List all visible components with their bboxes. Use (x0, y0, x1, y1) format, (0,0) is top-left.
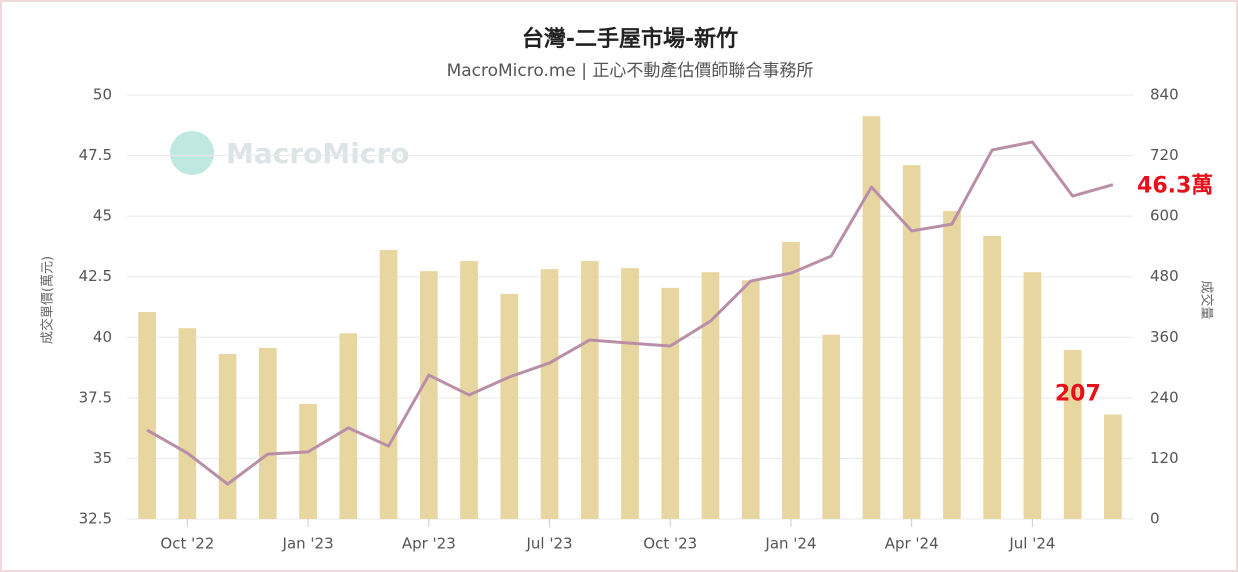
bar (782, 241, 800, 519)
bar (701, 272, 720, 519)
bar (258, 347, 277, 519)
y2-tick-label: 120 (1150, 449, 1179, 467)
x-tick-label: Jan '23 (282, 535, 334, 553)
bar (299, 403, 317, 519)
bar (218, 353, 237, 519)
x-tick-label: Oct '23 (643, 535, 697, 553)
x-tick-label: Jul '23 (525, 535, 572, 553)
x-tick-label: Apr '24 (885, 535, 939, 553)
watermark-logo (170, 131, 214, 175)
bar (1063, 349, 1082, 519)
y-axis-title: 成交單價(萬元) (40, 256, 56, 344)
y2-tick-label: 240 (1150, 388, 1179, 406)
bar (1023, 272, 1042, 519)
x-tick-label: Oct '22 (160, 535, 214, 553)
bar (339, 333, 358, 519)
data-label: 46.3萬 (1137, 174, 1213, 199)
bar (138, 312, 156, 519)
x-tick-label: Apr '23 (402, 535, 456, 553)
line (146, 140, 1114, 486)
bar (943, 211, 961, 519)
bar (540, 269, 559, 519)
y2-tick-label: 480 (1150, 267, 1179, 285)
watermark: MacroMicro (226, 137, 410, 170)
y2-tick-label: 600 (1150, 207, 1179, 225)
bar (500, 293, 519, 519)
y-tick-label: 32.5 (79, 510, 112, 528)
y-tick-label: 45 (93, 207, 112, 225)
data-label: 207 (1055, 382, 1101, 407)
x-tick-label: Jan '24 (764, 535, 816, 553)
x-tick-label: Jul '24 (1008, 535, 1055, 553)
bar (822, 334, 841, 519)
y-tick-label: 47.5 (79, 146, 112, 164)
y2-axis-title: 成交量 (1199, 280, 1215, 319)
chart-subtitle: MacroMicro.me | 正心不動產估價師聯合事務所 (447, 61, 814, 81)
y2-tick-label: 360 (1150, 328, 1179, 346)
chart-title: 台灣-二手屋市場-新竹 (522, 26, 738, 52)
bar (379, 249, 398, 519)
bar (862, 116, 881, 519)
bar (178, 328, 197, 519)
bar (902, 165, 921, 519)
y-tick-label: 37.5 (79, 388, 112, 406)
y-tick-label: 35 (93, 449, 112, 467)
bar (580, 261, 599, 519)
bar (419, 271, 438, 519)
bar (1104, 414, 1122, 519)
y2-tick-label: 840 (1150, 86, 1179, 104)
y2-tick-label: 0 (1150, 510, 1160, 528)
y-tick-label: 50 (93, 86, 112, 104)
bar (983, 235, 1002, 520)
y-tick-label: 40 (93, 328, 112, 346)
y-tick-label: 42.5 (79, 267, 112, 285)
bar (661, 287, 680, 519)
bar (741, 280, 760, 519)
y2-tick-label: 720 (1150, 146, 1179, 164)
bar (621, 268, 639, 519)
bar (460, 261, 478, 519)
